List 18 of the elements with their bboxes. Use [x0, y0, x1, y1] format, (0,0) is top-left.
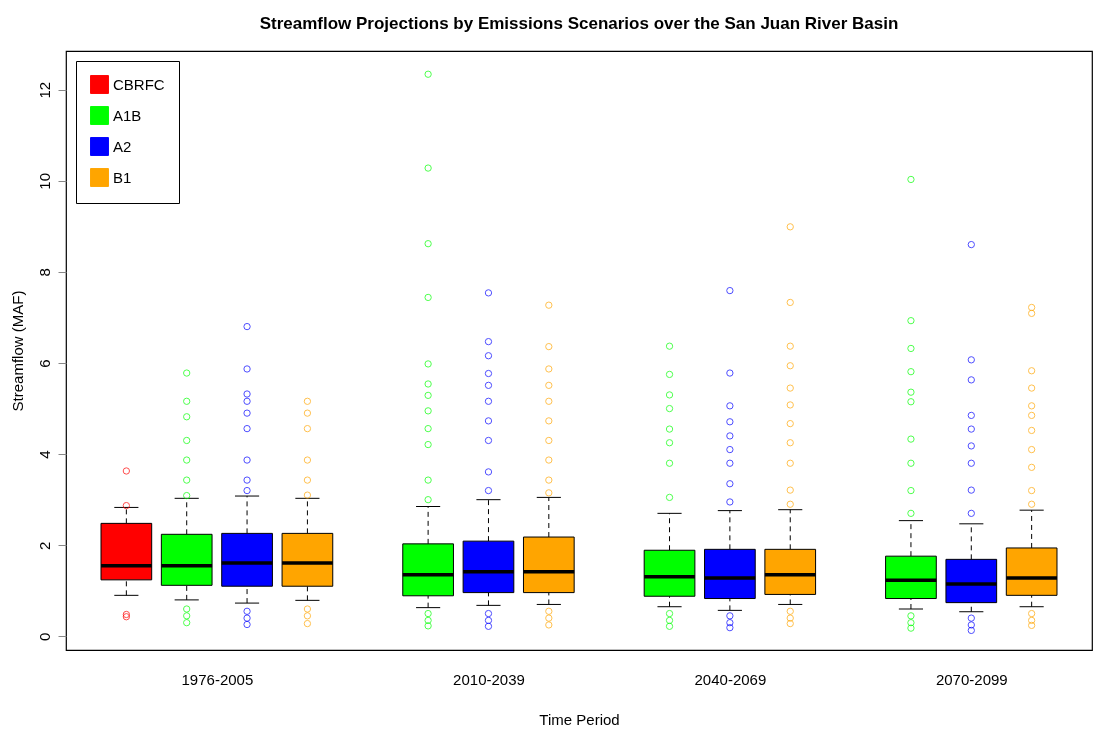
x-tick-label: 2010-2039: [453, 670, 525, 688]
y-tick-label: 8: [35, 268, 53, 277]
x-tick-label: 2040-2069: [694, 670, 767, 688]
y-axis-title: Streamflow (MAF): [8, 290, 26, 412]
x-tick-label: 1976-2005: [181, 670, 254, 688]
legend-label: CBRFC: [113, 75, 165, 93]
legend-label: A2: [113, 137, 132, 155]
y-tick-label: 2: [35, 541, 53, 550]
y-tick-label: 4: [35, 450, 53, 459]
x-tick-label: 2070-2099: [935, 670, 1008, 688]
chart-title: Streamflow Projections by Emissions Scenarios over the San Juan River Basin: [259, 14, 899, 33]
x-axis-title: Time Period: [539, 710, 620, 728]
y-tick-label: 0: [35, 632, 53, 642]
legend-label: B1: [113, 168, 132, 186]
legend-label: A1B: [113, 106, 142, 124]
y-tick-label: 10: [35, 172, 53, 190]
y-tick-label: 12: [35, 81, 53, 99]
y-tick-label: 6: [35, 359, 53, 368]
